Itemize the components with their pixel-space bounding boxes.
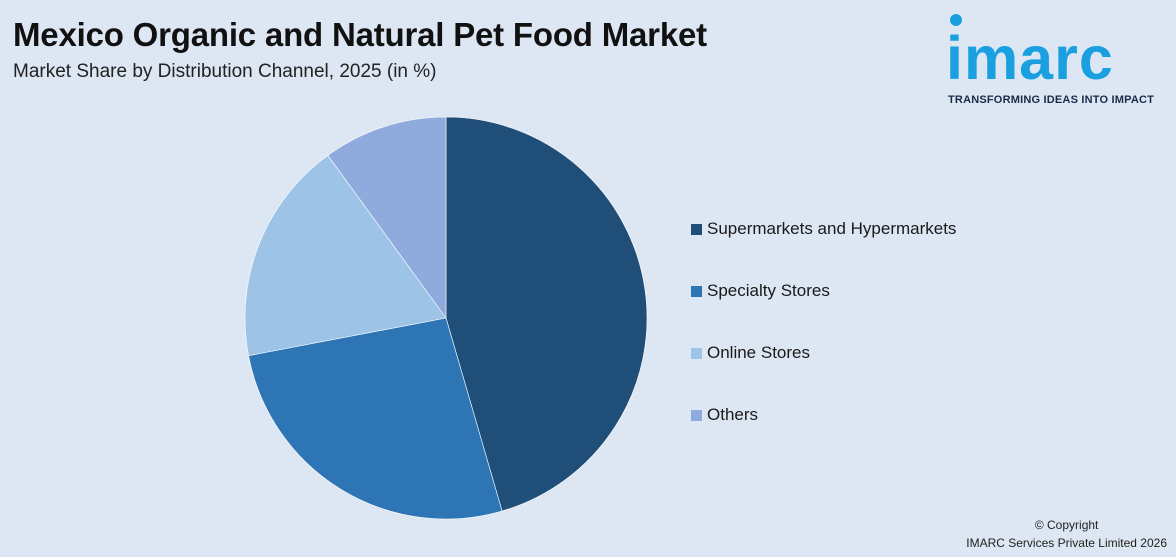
legend-label: Supermarkets and Hypermarkets [707,219,957,238]
legend-item: Others [691,404,956,466]
legend-item: Supermarkets and Hypermarkets [691,218,956,280]
pie-slice-supermarkets [445,116,648,512]
chart-title: Mexico Organic and Natural Pet Food Mark… [13,16,707,53]
pie-slice-others [327,116,447,319]
imarc-logo: imarc TRANSFORMING IDEAS INTO IMPACT [944,12,1170,108]
copyright-company: IMARC Services Private Limited 2026 [966,536,1167,550]
legend-label: Online Stores [707,343,810,362]
legend-swatch [691,410,702,421]
chart-legend: Supermarkets and Hypermarkets Specialty … [691,218,956,466]
logo-tagline: TRANSFORMING IDEAS INTO IMPACT [948,94,1155,106]
logo-dot-icon [950,14,962,26]
legend-item: Online Stores [691,342,956,404]
legend-swatch [691,224,702,235]
chart-subtitle: Market Share by Distribution Channel, 20… [13,61,437,82]
legend-swatch [691,286,702,297]
legend-label: Specialty Stores [707,281,830,300]
pie-slice-specialty-stores [248,317,503,520]
logo-wordmark: imarc [946,24,1114,92]
legend-swatch [691,348,702,359]
copyright-notice: © Copyright IMARC Services Private Limit… [966,516,1167,552]
legend-label: Others [707,405,759,424]
copyright-line: © Copyright [1034,518,1099,532]
pie-slice-online-stores [244,154,447,357]
legend-item: Specialty Stores [691,280,956,342]
